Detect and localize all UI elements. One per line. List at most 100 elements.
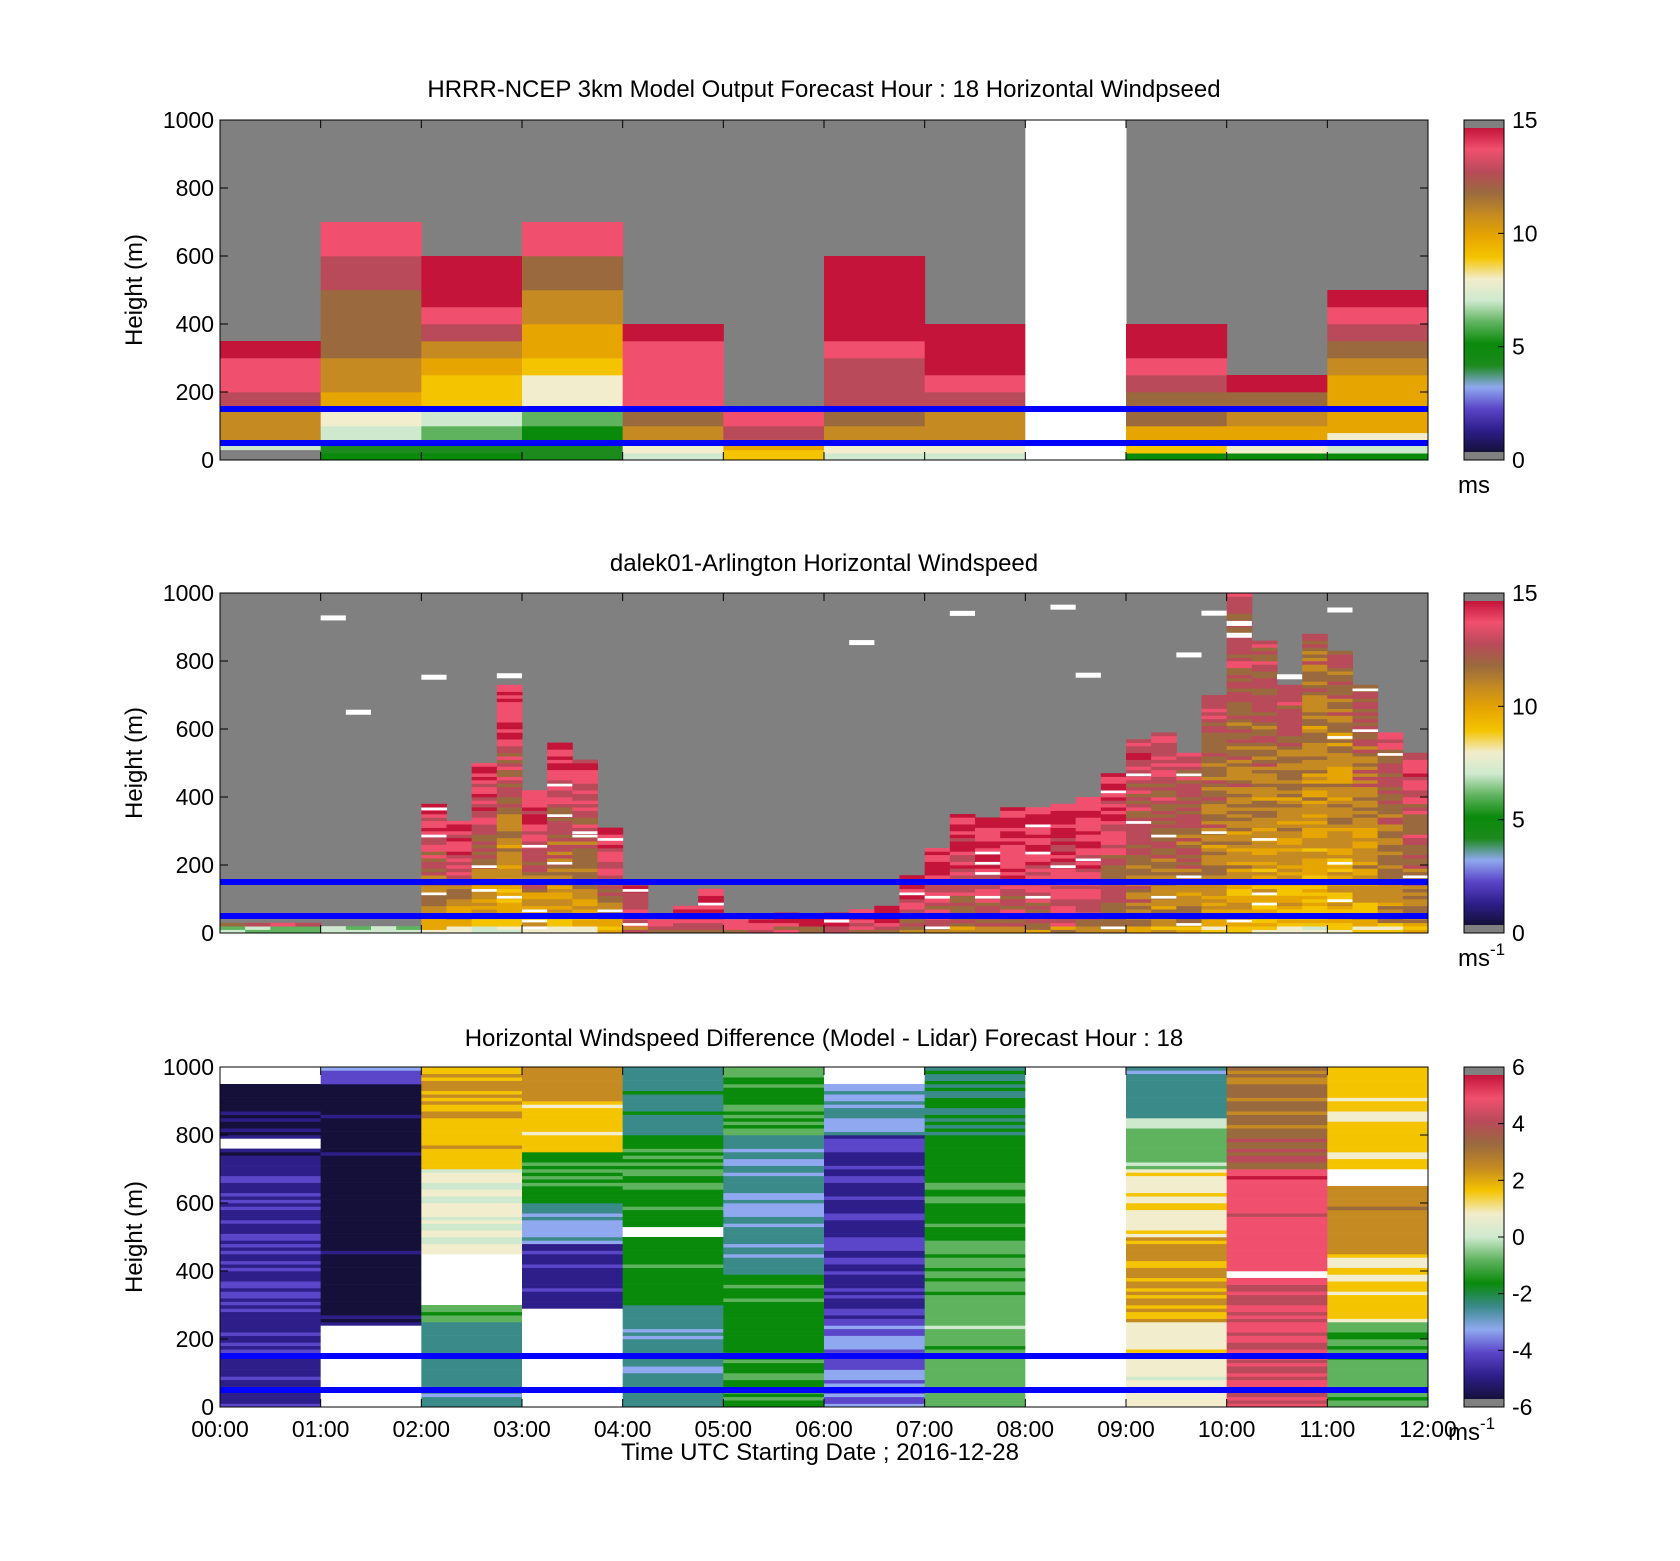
heatmap-cell [1402, 827, 1429, 832]
heatmap-cell [1126, 1257, 1228, 1262]
heatmap-cell [1327, 1097, 1429, 1102]
heatmap-cell [547, 742, 573, 747]
heatmap-cell [1226, 769, 1253, 774]
heatmap-cell [1302, 688, 1328, 692]
heatmap-cell [924, 861, 951, 866]
heatmap-cell [522, 1199, 624, 1204]
heatmap-cell [824, 1067, 926, 1084]
heatmap-cell [1377, 793, 1404, 798]
colorbar-tick-label: 10 [1512, 693, 1538, 719]
heatmap-cell [824, 1298, 926, 1302]
heatmap-cell [572, 773, 598, 777]
heatmap-cell [723, 1080, 825, 1085]
heatmap-cell [1201, 705, 1228, 709]
heatmap-cell [723, 1196, 825, 1200]
heatmap-cell [522, 899, 548, 903]
heatmap-cell [1100, 817, 1127, 822]
heatmap-cell [572, 871, 598, 876]
heatmap-cell [1176, 800, 1202, 805]
heatmap-cell [471, 929, 498, 934]
heatmap-cell [1126, 786, 1152, 791]
heatmap-cell [471, 888, 498, 892]
heatmap-cell [1176, 807, 1202, 811]
heatmap-cell [622, 1182, 724, 1187]
heatmap-cell [220, 1101, 322, 1105]
heatmap-cell [1277, 735, 1303, 740]
heatmap-cell [522, 1257, 624, 1262]
heatmap-cell [1302, 844, 1328, 849]
heatmap-cell [622, 1162, 724, 1166]
heatmap-cell [622, 1131, 724, 1136]
heatmap-cell [949, 861, 976, 866]
heatmap-cell [1302, 827, 1328, 832]
heatmap-cell [1327, 1379, 1429, 1384]
heatmap-cell [572, 854, 598, 859]
heatmap-cell [220, 341, 322, 359]
heatmap-cell [522, 1288, 624, 1292]
heatmap-cell [1075, 831, 1102, 835]
heatmap-cell [1201, 895, 1228, 900]
heatmap-cell [522, 1101, 624, 1105]
heatmap-cell [320, 1182, 422, 1187]
heatmap-cell [547, 783, 573, 787]
heatmap-cell [421, 1328, 523, 1333]
heatmap-cell [824, 392, 926, 410]
heatmap-cell [522, 861, 548, 866]
heatmap-cell [1226, 800, 1253, 805]
heatmap-cell [522, 1254, 624, 1258]
heatmap-cell [622, 1400, 724, 1404]
heatmap-cell [899, 899, 926, 903]
heatmap-cell [522, 1172, 624, 1177]
heatmap-cell [824, 1362, 926, 1367]
heatmap-cell [824, 1118, 926, 1122]
heatmap-cell [421, 1213, 523, 1217]
heatmap-cell [1226, 909, 1253, 913]
heatmap-cell [1402, 810, 1429, 815]
heatmap-cell [522, 256, 624, 274]
heatmap-cell [1226, 810, 1253, 815]
heatmap-cell [597, 858, 624, 862]
heatmap-cell [1126, 810, 1152, 815]
heatmap-cell [320, 1298, 422, 1302]
heatmap-cell [1251, 722, 1278, 726]
heatmap-cell [1327, 1403, 1429, 1408]
heatmap-cell [1352, 766, 1379, 771]
heatmap-cell [1126, 1305, 1228, 1309]
heatmap-cell [1126, 793, 1152, 798]
heatmap-cell [572, 786, 598, 791]
heatmap-cell [1201, 698, 1228, 703]
heatmap-cell [874, 929, 900, 934]
heatmap-cell [522, 1230, 624, 1234]
heatmap-cell [1126, 1376, 1228, 1381]
heatmap-cell [1302, 647, 1328, 652]
heatmap-cell [1327, 1291, 1429, 1296]
heatmap-cell [1075, 807, 1102, 811]
heatmap-cell [1226, 1349, 1328, 1353]
heatmap-cell [496, 695, 523, 699]
heatmap-cell [1327, 1308, 1429, 1313]
heatmap-cell [824, 1107, 926, 1112]
heatmap-cell [1277, 899, 1303, 903]
heatmap-cell [1327, 1206, 1429, 1211]
heatmap-cell [1226, 756, 1253, 760]
colorbar-tick-label: 0 [1512, 1224, 1525, 1250]
heatmap-cell [622, 1339, 724, 1343]
heatmap-cell [572, 793, 598, 798]
heatmap-cell [471, 793, 498, 798]
heatmap-cell [320, 1162, 422, 1166]
heatmap-cell [1327, 1298, 1429, 1302]
heatmap-cell [1100, 797, 1127, 801]
heatmap-cell [622, 1094, 724, 1098]
heatmap-cell [899, 892, 926, 896]
heatmap-cell [824, 1196, 926, 1200]
heatmap-cell [698, 905, 724, 910]
heatmap-cell [975, 871, 1001, 875]
heatmap-cell [1327, 1067, 1429, 1071]
heatmap-cell [1176, 871, 1202, 876]
heatmap-cell [723, 1305, 825, 1309]
heatmap-cell [824, 1400, 926, 1404]
heatmap-cell [1126, 1315, 1228, 1319]
heatmap-cell [1100, 929, 1127, 934]
heatmap-cell [1151, 909, 1177, 913]
heatmap-cell [1327, 1271, 1429, 1275]
